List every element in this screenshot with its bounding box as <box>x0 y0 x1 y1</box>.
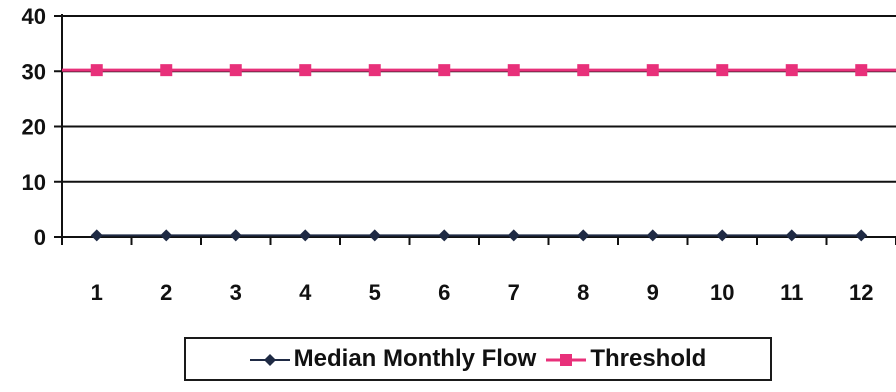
y-tick-label: 10 <box>22 170 46 195</box>
legend-swatch-diamond-icon <box>249 349 290 369</box>
threshold-marker <box>160 64 173 77</box>
series <box>62 64 896 242</box>
median-flow-marker <box>90 229 103 242</box>
legend-label: Median Monthly Flow <box>293 345 537 372</box>
threshold-marker <box>299 64 312 77</box>
legend: Median Monthly Flow Threshold <box>184 337 772 381</box>
median-flow-marker <box>368 229 381 242</box>
median-flow-marker <box>229 229 242 242</box>
y-tick-label: 30 <box>22 59 46 84</box>
x-tick-label: 6 <box>438 280 450 305</box>
x-tick-label: 2 <box>160 280 172 305</box>
median-flow-marker <box>507 229 520 242</box>
x-tick-label: 3 <box>230 280 242 305</box>
threshold-marker <box>368 64 381 77</box>
threshold-marker <box>855 64 868 77</box>
threshold-marker <box>90 64 103 77</box>
median-flow-marker <box>299 229 312 242</box>
median-flow-marker <box>716 229 729 242</box>
threshold-marker <box>785 64 798 77</box>
legend-item-median-monthly-flow: Median Monthly Flow <box>249 345 537 373</box>
x-tick-label: 12 <box>849 280 873 305</box>
threshold-marker <box>507 64 520 77</box>
x-tick-label: 9 <box>647 280 659 305</box>
legend-label: Threshold <box>590 345 707 372</box>
threshold-marker <box>229 64 242 77</box>
median-flow-marker <box>785 229 798 242</box>
legend-swatch-square-icon <box>546 349 587 369</box>
x-tick-label: 7 <box>508 280 520 305</box>
legend-item-threshold: Threshold <box>546 345 706 373</box>
threshold-marker <box>438 64 451 77</box>
y-tick-label: 20 <box>22 115 46 140</box>
median-flow-marker <box>646 229 659 242</box>
x-tick-label: 5 <box>369 280 381 305</box>
x-tick-label: 4 <box>299 280 312 305</box>
median-flow-marker <box>855 229 868 242</box>
x-tick-label: 8 <box>577 280 589 305</box>
threshold-marker <box>716 64 729 77</box>
x-tick-label: 10 <box>710 280 734 305</box>
y-tick-label: 40 <box>22 4 46 29</box>
median-flow-marker <box>577 229 590 242</box>
threshold-marker <box>646 64 659 77</box>
x-tick-label: 1 <box>91 280 103 305</box>
median-flow-marker <box>160 229 173 242</box>
axes <box>54 14 896 245</box>
y-tick-label: 0 <box>34 225 46 250</box>
threshold-marker <box>577 64 590 77</box>
x-tick-label: 11 <box>780 280 803 305</box>
gridlines <box>62 15 896 183</box>
median-flow-marker <box>438 229 451 242</box>
